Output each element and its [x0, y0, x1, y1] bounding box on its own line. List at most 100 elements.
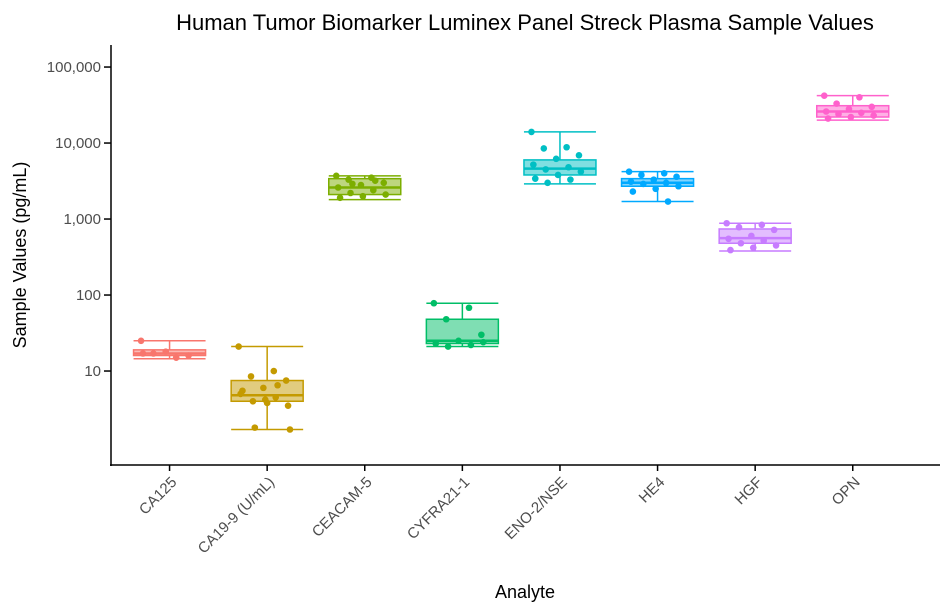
y-tick-label: 10: [84, 363, 101, 380]
data-point: [172, 354, 180, 361]
data-point: [478, 331, 485, 339]
data-point: [727, 246, 734, 254]
y-tick-label: 100: [76, 287, 101, 304]
data-point: [444, 343, 452, 350]
data-point: [334, 184, 342, 191]
data-point: [577, 168, 585, 175]
data-point: [332, 172, 340, 180]
data-point: [660, 169, 668, 177]
data-point: [554, 171, 562, 179]
data-point: [284, 402, 292, 409]
data-point: [638, 171, 645, 179]
data-point: [347, 189, 354, 197]
x-axis-label: Analyte: [495, 582, 555, 602]
data-point: [272, 394, 280, 401]
data-point: [357, 181, 365, 189]
data-point: [530, 161, 537, 168]
data-point: [567, 176, 574, 183]
data-point: [629, 188, 637, 195]
data-point: [675, 182, 682, 190]
data-point: [652, 185, 659, 193]
data-point: [345, 176, 352, 183]
data-point: [249, 397, 257, 405]
y-tick-label: 100,000: [47, 59, 101, 76]
data-point: [274, 381, 281, 389]
data-point: [260, 384, 267, 392]
data-point: [542, 166, 550, 173]
data-point: [833, 100, 840, 107]
data-point: [235, 343, 242, 350]
data-point: [270, 367, 278, 375]
data-point: [336, 194, 344, 202]
data-point: [673, 173, 680, 181]
x-tick-label: CEACAM-5: [309, 474, 376, 541]
data-point: [528, 128, 535, 136]
data-point: [239, 387, 246, 395]
data-point: [735, 223, 743, 231]
data-point: [185, 352, 192, 359]
data-point: [286, 426, 294, 433]
data-point: [282, 377, 290, 384]
data-point: [349, 180, 356, 188]
data-point: [432, 340, 440, 347]
data-point: [150, 350, 157, 357]
data-point: [575, 151, 583, 159]
data-point: [835, 110, 842, 118]
x-tick-label: CYFRA21-1: [404, 474, 473, 543]
data-point: [868, 103, 876, 111]
data-point: [758, 221, 766, 229]
data-point: [540, 145, 548, 152]
data-point: [662, 179, 670, 187]
x-tick-label: HGF: [732, 474, 766, 508]
data-point: [748, 232, 755, 240]
chart-title: Human Tumor Biomarker Luminex Panel Stre…: [176, 10, 874, 35]
data-point: [137, 337, 145, 345]
data-point: [627, 178, 635, 185]
data-point: [455, 337, 462, 345]
data-point: [847, 113, 855, 121]
data-point: [870, 112, 877, 119]
data-point: [465, 304, 473, 312]
data-point: [563, 143, 570, 151]
x-tick-label: ENO-2/NSE: [502, 474, 571, 543]
y-axis-label: Sample Values (pg/mL): [10, 162, 30, 349]
data-point: [770, 226, 778, 234]
data-point: [749, 244, 757, 251]
data-point: [371, 177, 379, 184]
data-point: [760, 237, 768, 244]
data-point: [430, 299, 438, 307]
data-point: [723, 219, 730, 227]
data-point: [856, 93, 863, 101]
data-point: [247, 373, 255, 380]
data-point: [625, 168, 633, 175]
x-tick-label: OPN: [829, 474, 864, 509]
data-point: [382, 191, 389, 198]
data-point: [640, 180, 647, 188]
data-point: [725, 235, 732, 243]
data-point: [370, 186, 377, 194]
data-point: [565, 163, 572, 171]
data-point: [251, 424, 259, 431]
data-point: [552, 155, 560, 163]
data-point: [531, 175, 539, 182]
data-point: [737, 239, 745, 247]
data-point: [162, 348, 170, 355]
data-point: [824, 115, 832, 122]
data-point: [467, 341, 475, 349]
data-point: [820, 92, 828, 99]
data-point: [544, 179, 551, 187]
data-point: [845, 105, 853, 113]
data-point: [664, 198, 672, 205]
data-point: [822, 108, 830, 115]
data-point: [772, 242, 780, 249]
x-tick-label: CA125: [136, 474, 180, 518]
y-tick-label: 1,000: [63, 211, 101, 228]
x-tick-label: CA19-9 (U/mL): [195, 474, 278, 557]
x-tick-label: HE4: [636, 474, 669, 507]
box: [425, 318, 500, 345]
data-point: [858, 109, 865, 117]
data-point: [650, 176, 658, 183]
y-tick-label: 10,000: [55, 135, 101, 152]
data-point: [442, 315, 450, 323]
